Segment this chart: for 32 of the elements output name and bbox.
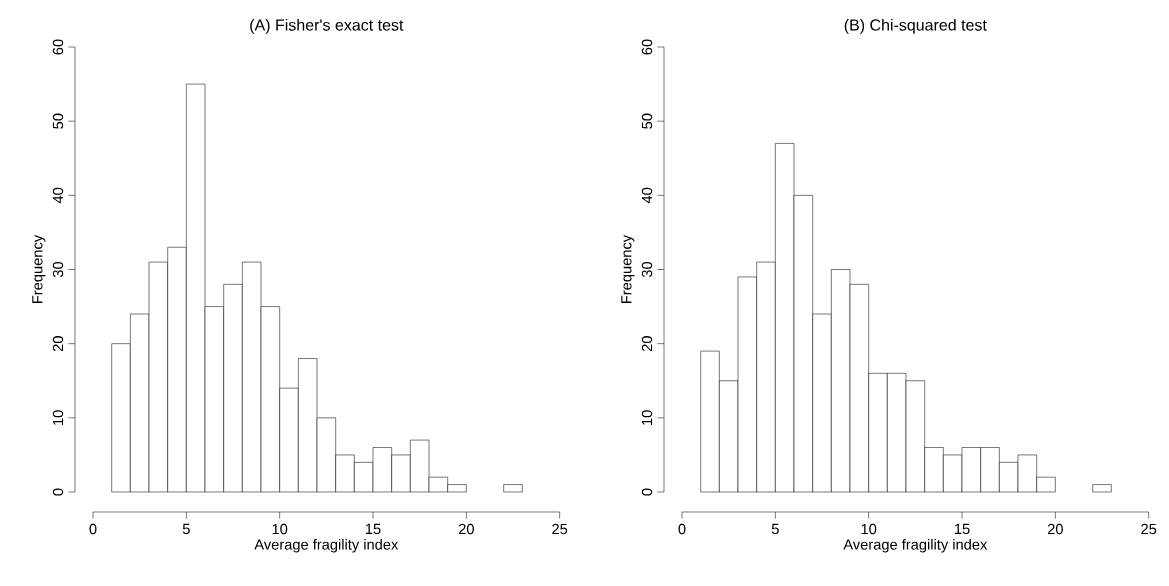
x-tick-label: 20 xyxy=(1047,523,1063,535)
x-tick-label: 20 xyxy=(458,523,474,535)
y-axis-title: Frequency xyxy=(621,234,635,303)
y-tick-label: 20 xyxy=(52,336,64,352)
y-tick-label: 40 xyxy=(52,187,64,204)
y-tick-label: 10 xyxy=(52,410,64,425)
y-tick-label: 50 xyxy=(52,113,64,129)
x-tick-label: 15 xyxy=(954,523,970,535)
x-axis-title: Average fragility index xyxy=(843,538,988,553)
chart-title: (A) Fisher's exact test xyxy=(250,18,404,34)
x-tick-label: 10 xyxy=(272,523,288,535)
y-tick-label: 60 xyxy=(641,39,653,55)
y-tick-label: 20 xyxy=(641,336,653,352)
x-tick-label: 15 xyxy=(365,523,381,535)
y-tick-label: 0 xyxy=(641,488,653,496)
x-axis-title: Average fragility index xyxy=(254,538,399,553)
x-tick-label: 0 xyxy=(89,523,97,535)
y-tick-label: 60 xyxy=(52,39,64,55)
y-tick-label: 10 xyxy=(641,410,653,425)
y-tick-label: 0 xyxy=(52,488,64,496)
x-tick-label: 25 xyxy=(1141,523,1157,535)
x-tick-label: 0 xyxy=(678,523,686,535)
y-tick-label: 30 xyxy=(52,261,64,278)
y-tick-label: 50 xyxy=(641,113,653,129)
x-tick-label: 5 xyxy=(771,523,779,535)
x-tick-label: 10 xyxy=(861,523,877,535)
x-tick-label: 25 xyxy=(552,523,568,535)
y-axis-title: Frequency xyxy=(32,234,46,303)
x-tick-label: 5 xyxy=(182,523,190,535)
y-tick-label: 30 xyxy=(641,261,653,278)
y-tick-label: 40 xyxy=(641,187,653,204)
chart-title: (B) Chi-squared test xyxy=(844,18,987,34)
